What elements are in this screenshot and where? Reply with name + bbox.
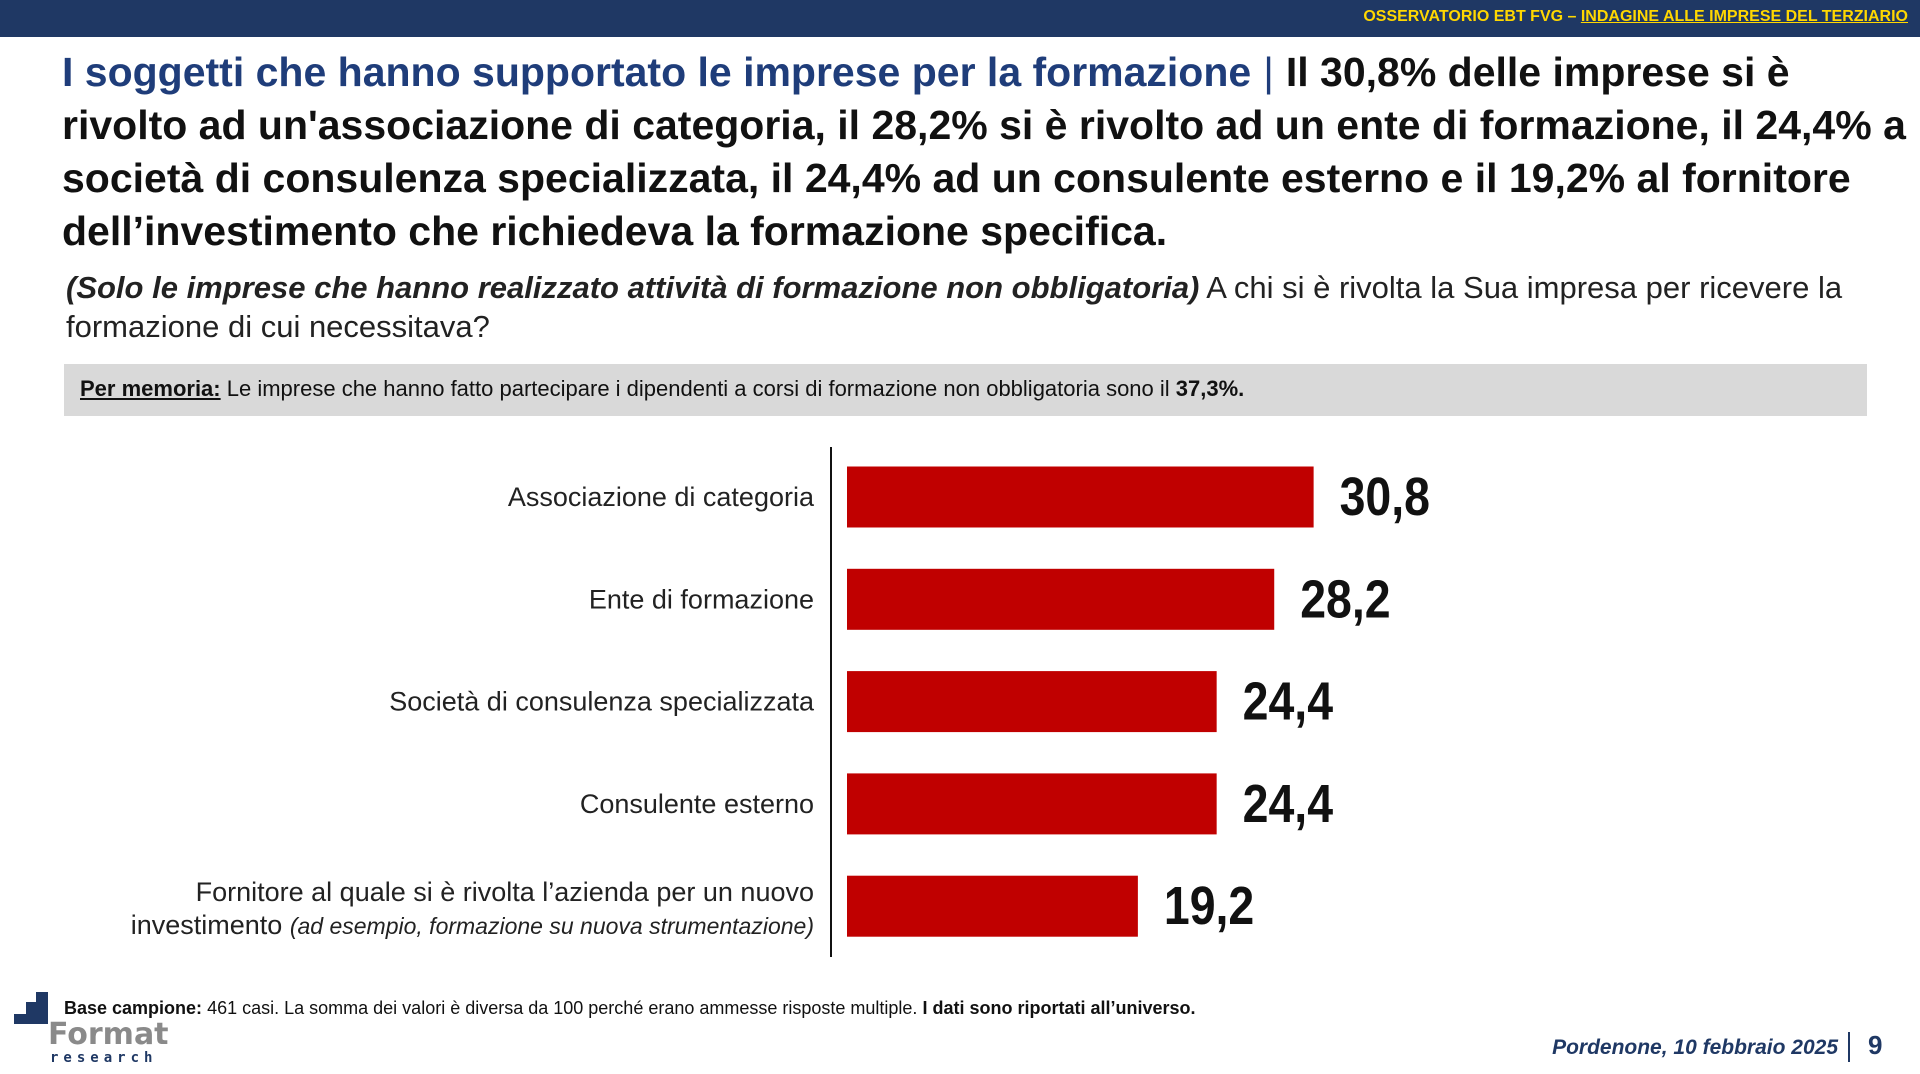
chart: 30,8 Associazione di categoria 28,2 Ente di…: [131, 447, 1430, 957]
question-filter: (Solo le imprese che hanno realizzato at…: [66, 270, 1200, 305]
logo-icon: [14, 992, 48, 1024]
value-label: 28,2: [1300, 568, 1390, 629]
bar: [847, 671, 1217, 733]
title: I soggetti che hanno supportato le impre…: [62, 46, 1907, 258]
value-label: 24,4: [1243, 670, 1333, 731]
title-separator: |: [1263, 49, 1274, 95]
value-label: 19,2: [1164, 875, 1254, 936]
top-bar: [0, 0, 1920, 37]
memo-value: 37,3%.: [1175, 376, 1245, 401]
category-line: Fornitore al quale si è rivolta l’aziend…: [196, 877, 814, 907]
category-label: Fornitore al quale si è rivolta l’aziend…: [131, 877, 814, 940]
memo: Per memoria: Le imprese che hanno fatto …: [80, 376, 1244, 402]
base-text: 461 casi. La somma dei valori è diversa …: [207, 998, 918, 1018]
base-note: I dati sono riportati all’universo.: [922, 998, 1196, 1018]
value-label: 24,4: [1243, 773, 1333, 834]
category-line: investimento: [131, 910, 290, 940]
logo-main: Format: [48, 1017, 169, 1052]
title-text: Il 30,8% delle imprese si è rivolto ad u…: [62, 49, 1906, 254]
base-label: Base campione:: [64, 998, 203, 1018]
question-text: A chi si è rivolta la Sua impresa per ri…: [66, 270, 1843, 344]
header-link: INDAGINE ALLE IMPRESE DEL TERZIARIO: [1580, 8, 1908, 25]
place-date: Pordenone, 10 febbraio 2025: [1552, 1036, 1838, 1059]
memo-text: Le imprese che hanno fatto partecipare i…: [226, 376, 1170, 401]
header-prefix: OSSERVATORIO EBT FVG –: [1363, 8, 1577, 25]
category-label: Consulente esterno: [580, 789, 814, 819]
header: OSSERVATORIO EBT FVG – INDAGINE ALLE IMP…: [1363, 8, 1908, 26]
category-label: Ente di formazione: [589, 584, 814, 614]
question: (Solo le imprese che hanno realizzato at…: [66, 268, 1866, 346]
value-label: 30,8: [1340, 466, 1430, 527]
title-lead: I soggetti che hanno supportato le impre…: [62, 49, 1252, 95]
bar: [847, 875, 1138, 937]
category-label: Società di consulenza specializzata: [389, 687, 815, 717]
page-separator: [1848, 1032, 1850, 1062]
memo-box: Per memoria: Le imprese che hanno fatto …: [64, 364, 1867, 416]
page-number: 9: [1868, 1030, 1883, 1060]
footer-base: Base campione: 461 casi. La somma dei va…: [64, 998, 1196, 1019]
bar: [847, 568, 1275, 630]
bar: [847, 466, 1314, 528]
bar: [847, 773, 1217, 835]
category-label: Associazione di categoria: [508, 482, 815, 512]
memo-label: Per memoria:: [80, 376, 221, 401]
logo-sub: research: [50, 1050, 158, 1066]
category-note: (ad esempio, formazione su nuova strumen…: [290, 913, 814, 939]
